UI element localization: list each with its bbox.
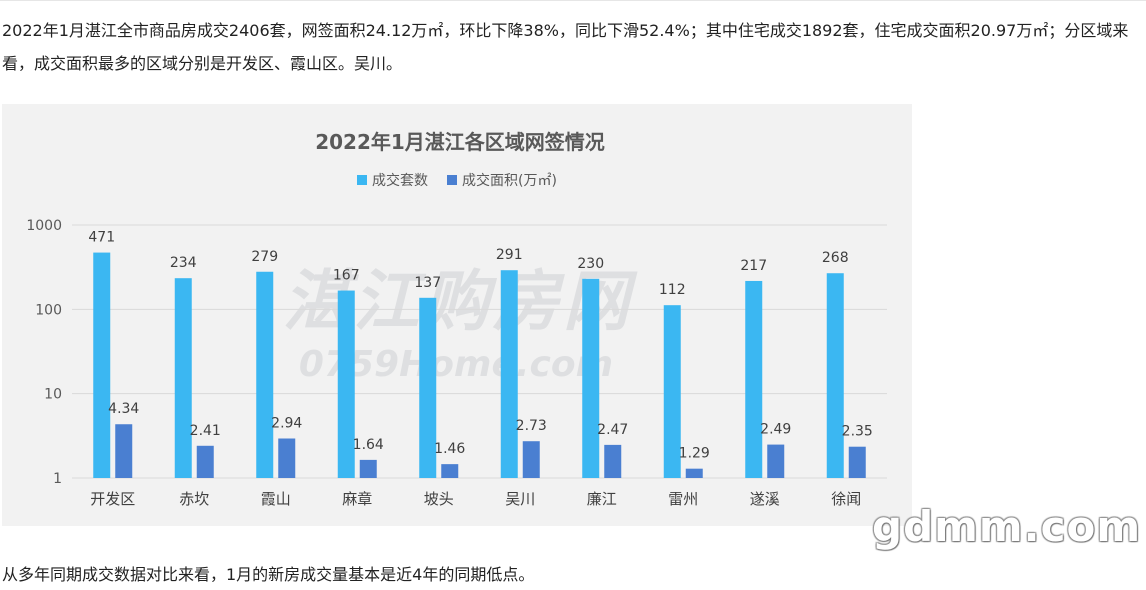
- x-tick-label: 开发区: [90, 490, 135, 508]
- y-tick-label: 10: [44, 387, 62, 403]
- bar-units: [582, 278, 600, 478]
- bar-area: [522, 441, 540, 478]
- y-axis-ticks: 1 10 100 1000: [26, 218, 62, 487]
- site-watermark: gdmm.com: [872, 502, 1142, 551]
- data-label-area: 1.29: [679, 446, 710, 462]
- data-label-area: 2.73: [516, 418, 547, 434]
- data-label-units: 279: [251, 249, 278, 265]
- bar-area: [115, 424, 133, 478]
- bar-units: [663, 305, 681, 478]
- data-label-units: 230: [577, 256, 604, 272]
- bar-units: [419, 297, 437, 478]
- data-label-area: 1.46: [434, 441, 465, 457]
- legend-label: 成交套数: [372, 172, 428, 189]
- data-label-units: 167: [333, 268, 360, 284]
- data-labels: 471 4.34 234 2.41 279 2.94 167 1.64 137 1.46 291 2.…: [88, 230, 872, 462]
- bar-units: [174, 278, 192, 478]
- data-label-units: 217: [740, 258, 767, 274]
- x-tick-label: 赤坎: [179, 490, 209, 508]
- bar-area: [278, 438, 296, 478]
- bar-units: [337, 290, 355, 478]
- bar-area: [604, 444, 622, 478]
- bar-units: [93, 252, 111, 478]
- bar-area: [196, 445, 214, 478]
- bar-units: [826, 273, 844, 478]
- x-tick-label: 霞山: [261, 490, 291, 508]
- data-label-area: 2.41: [190, 423, 221, 439]
- bar-area: [685, 468, 703, 478]
- data-label-area: 2.35: [842, 424, 873, 440]
- legend-label: 成交面积(万㎡): [462, 172, 557, 189]
- chart-bars: [93, 252, 866, 478]
- chart-panel: 湛江购房网 0759Home.com 1 10 100 1000 471 4.34 234…: [2, 104, 912, 526]
- data-label-area: 4.34: [108, 401, 139, 417]
- bar-area: [441, 464, 459, 478]
- bar-units: [500, 270, 518, 478]
- x-tick-label: 遂溪: [750, 490, 780, 508]
- x-tick-label: 廉江: [587, 490, 617, 508]
- x-tick-label: 坡头: [424, 490, 454, 508]
- data-label-area: 2.47: [597, 422, 628, 438]
- x-tick-label: 雷州: [668, 490, 698, 508]
- data-label-units: 137: [414, 275, 441, 291]
- y-tick-label: 1000: [26, 218, 62, 234]
- x-tick-label: 徐闻: [831, 490, 861, 508]
- data-label-units: 268: [822, 250, 849, 266]
- y-tick-label: 1: [53, 471, 62, 487]
- legend-swatch: [447, 175, 457, 185]
- x-axis-ticks: 开发区 赤坎 霞山 麻章 坡头 吴川 廉江 雷州 遂溪 徐闻: [90, 490, 861, 508]
- data-label-area: 2.49: [760, 422, 791, 438]
- legend-swatch: [357, 175, 367, 185]
- outro-paragraph: 从多年同期成交数据对比来看，1月的新房成交量基本是近4年的同期低点。: [2, 565, 535, 584]
- x-tick-label: 吴川: [505, 490, 535, 508]
- data-label-units: 471: [88, 230, 115, 246]
- bar-area: [767, 444, 785, 478]
- intro-paragraph: 2022年1月湛江全市商品房成交2406套，网签面积24.12万㎡，环比下降38…: [2, 21, 1129, 73]
- bar-units: [745, 280, 763, 478]
- chart-title: 2022年1月湛江各区域网签情况: [315, 130, 605, 154]
- data-label-units: 112: [659, 282, 686, 298]
- bar-area: [848, 446, 866, 478]
- data-label-units: 291: [496, 247, 523, 263]
- bar-area: [359, 459, 377, 478]
- bar-units: [256, 271, 274, 478]
- y-tick-label: 100: [35, 302, 62, 318]
- top-divider: [0, 0, 1146, 1]
- data-label-units: 234: [170, 255, 197, 271]
- data-label-area: 2.94: [271, 416, 302, 432]
- chart-legend: 成交套数 成交面积(万㎡): [357, 172, 557, 189]
- data-label-area: 1.64: [353, 437, 384, 453]
- x-tick-label: 麻章: [342, 490, 372, 508]
